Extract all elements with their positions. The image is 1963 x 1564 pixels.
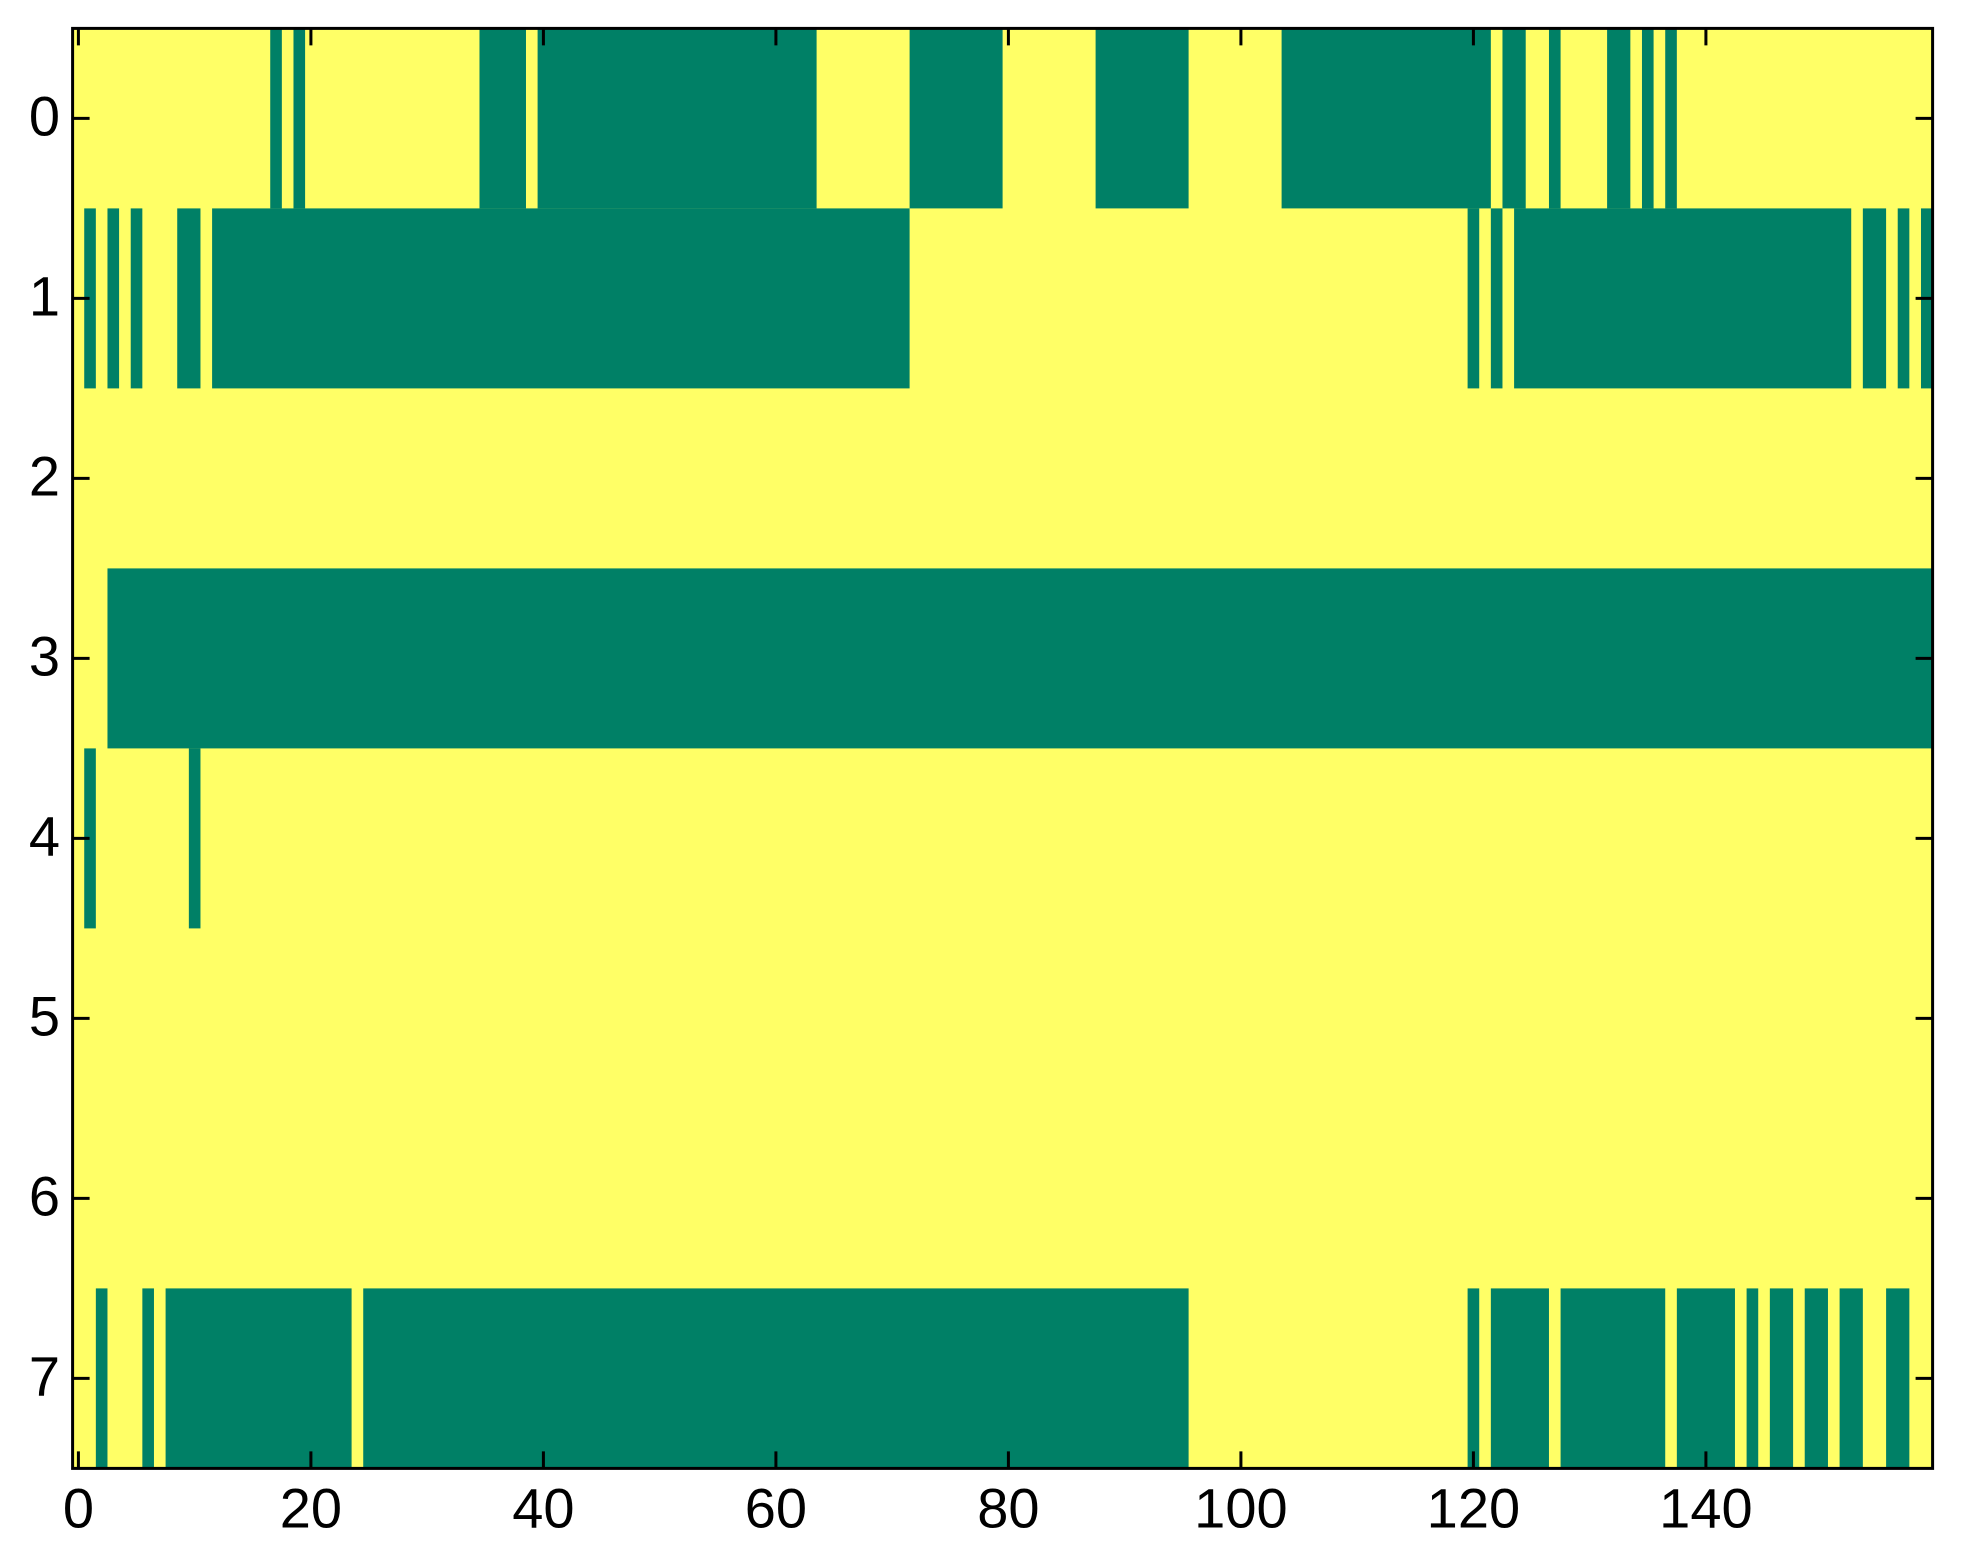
svg-text:80: 80 bbox=[977, 1477, 1039, 1540]
svg-text:3: 3 bbox=[29, 624, 60, 687]
svg-text:60: 60 bbox=[745, 1477, 807, 1540]
svg-text:40: 40 bbox=[512, 1477, 574, 1540]
svg-text:2: 2 bbox=[29, 444, 60, 507]
svg-text:5: 5 bbox=[29, 984, 60, 1047]
svg-text:4: 4 bbox=[29, 804, 60, 867]
svg-text:0: 0 bbox=[29, 84, 60, 147]
svg-text:100: 100 bbox=[1194, 1477, 1287, 1540]
svg-text:120: 120 bbox=[1427, 1477, 1520, 1540]
svg-text:140: 140 bbox=[1659, 1477, 1752, 1540]
svg-text:0: 0 bbox=[63, 1477, 94, 1540]
svg-text:20: 20 bbox=[280, 1477, 342, 1540]
svg-text:7: 7 bbox=[29, 1344, 60, 1407]
svg-text:6: 6 bbox=[29, 1164, 60, 1227]
svg-text:1: 1 bbox=[29, 264, 60, 327]
